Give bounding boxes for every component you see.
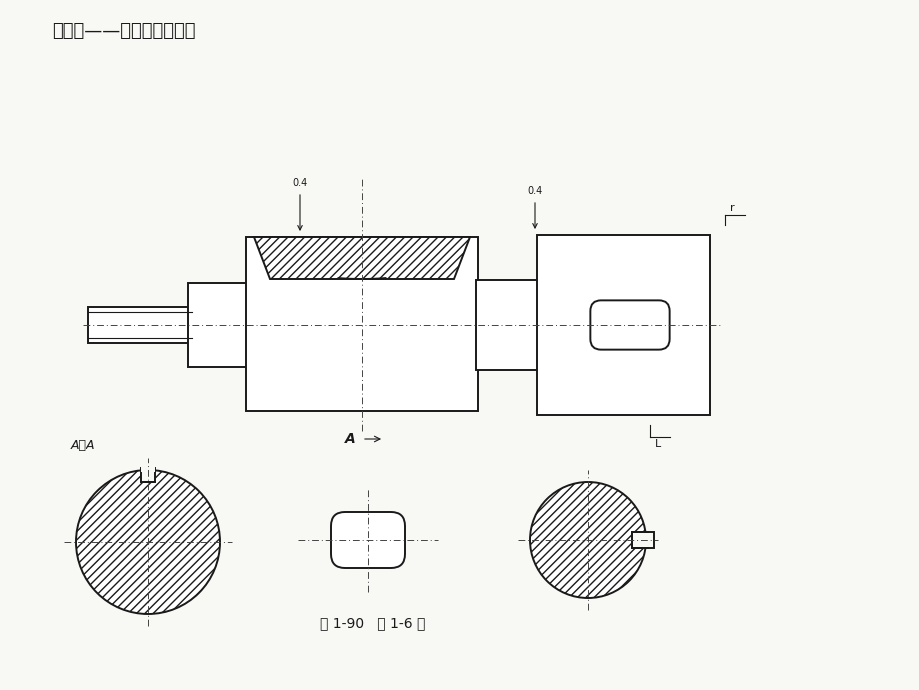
Polygon shape <box>254 237 470 279</box>
Bar <box>537 235 709 415</box>
Ellipse shape <box>76 470 220 614</box>
FancyBboxPatch shape <box>331 512 404 568</box>
Bar <box>475 280 539 370</box>
Bar <box>141 462 154 472</box>
Text: A: A <box>345 432 356 446</box>
Ellipse shape <box>529 482 645 598</box>
Bar <box>245 237 478 411</box>
Bar <box>88 307 192 343</box>
Text: r: r <box>729 203 734 213</box>
Text: A－A: A－A <box>71 439 96 452</box>
Bar <box>141 468 154 482</box>
FancyBboxPatch shape <box>590 300 669 350</box>
Bar <box>631 532 653 548</box>
Text: 第一章——分析结构工艺性: 第一章——分析结构工艺性 <box>52 22 196 40</box>
Text: 0.4: 0.4 <box>527 186 542 196</box>
Text: 图 1-90   题 1-6 图: 图 1-90 题 1-6 图 <box>320 616 425 630</box>
Bar <box>187 283 250 367</box>
Text: 0.4: 0.4 <box>292 178 307 188</box>
Text: L: L <box>654 439 661 449</box>
